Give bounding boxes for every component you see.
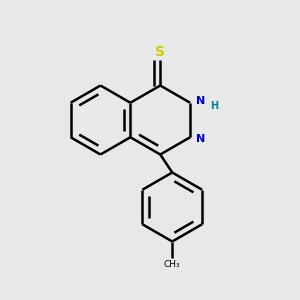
Text: N: N [196,96,205,106]
Text: N: N [196,134,205,144]
Text: H: H [210,101,218,111]
Text: CH₃: CH₃ [164,260,181,269]
Text: S: S [155,44,165,58]
